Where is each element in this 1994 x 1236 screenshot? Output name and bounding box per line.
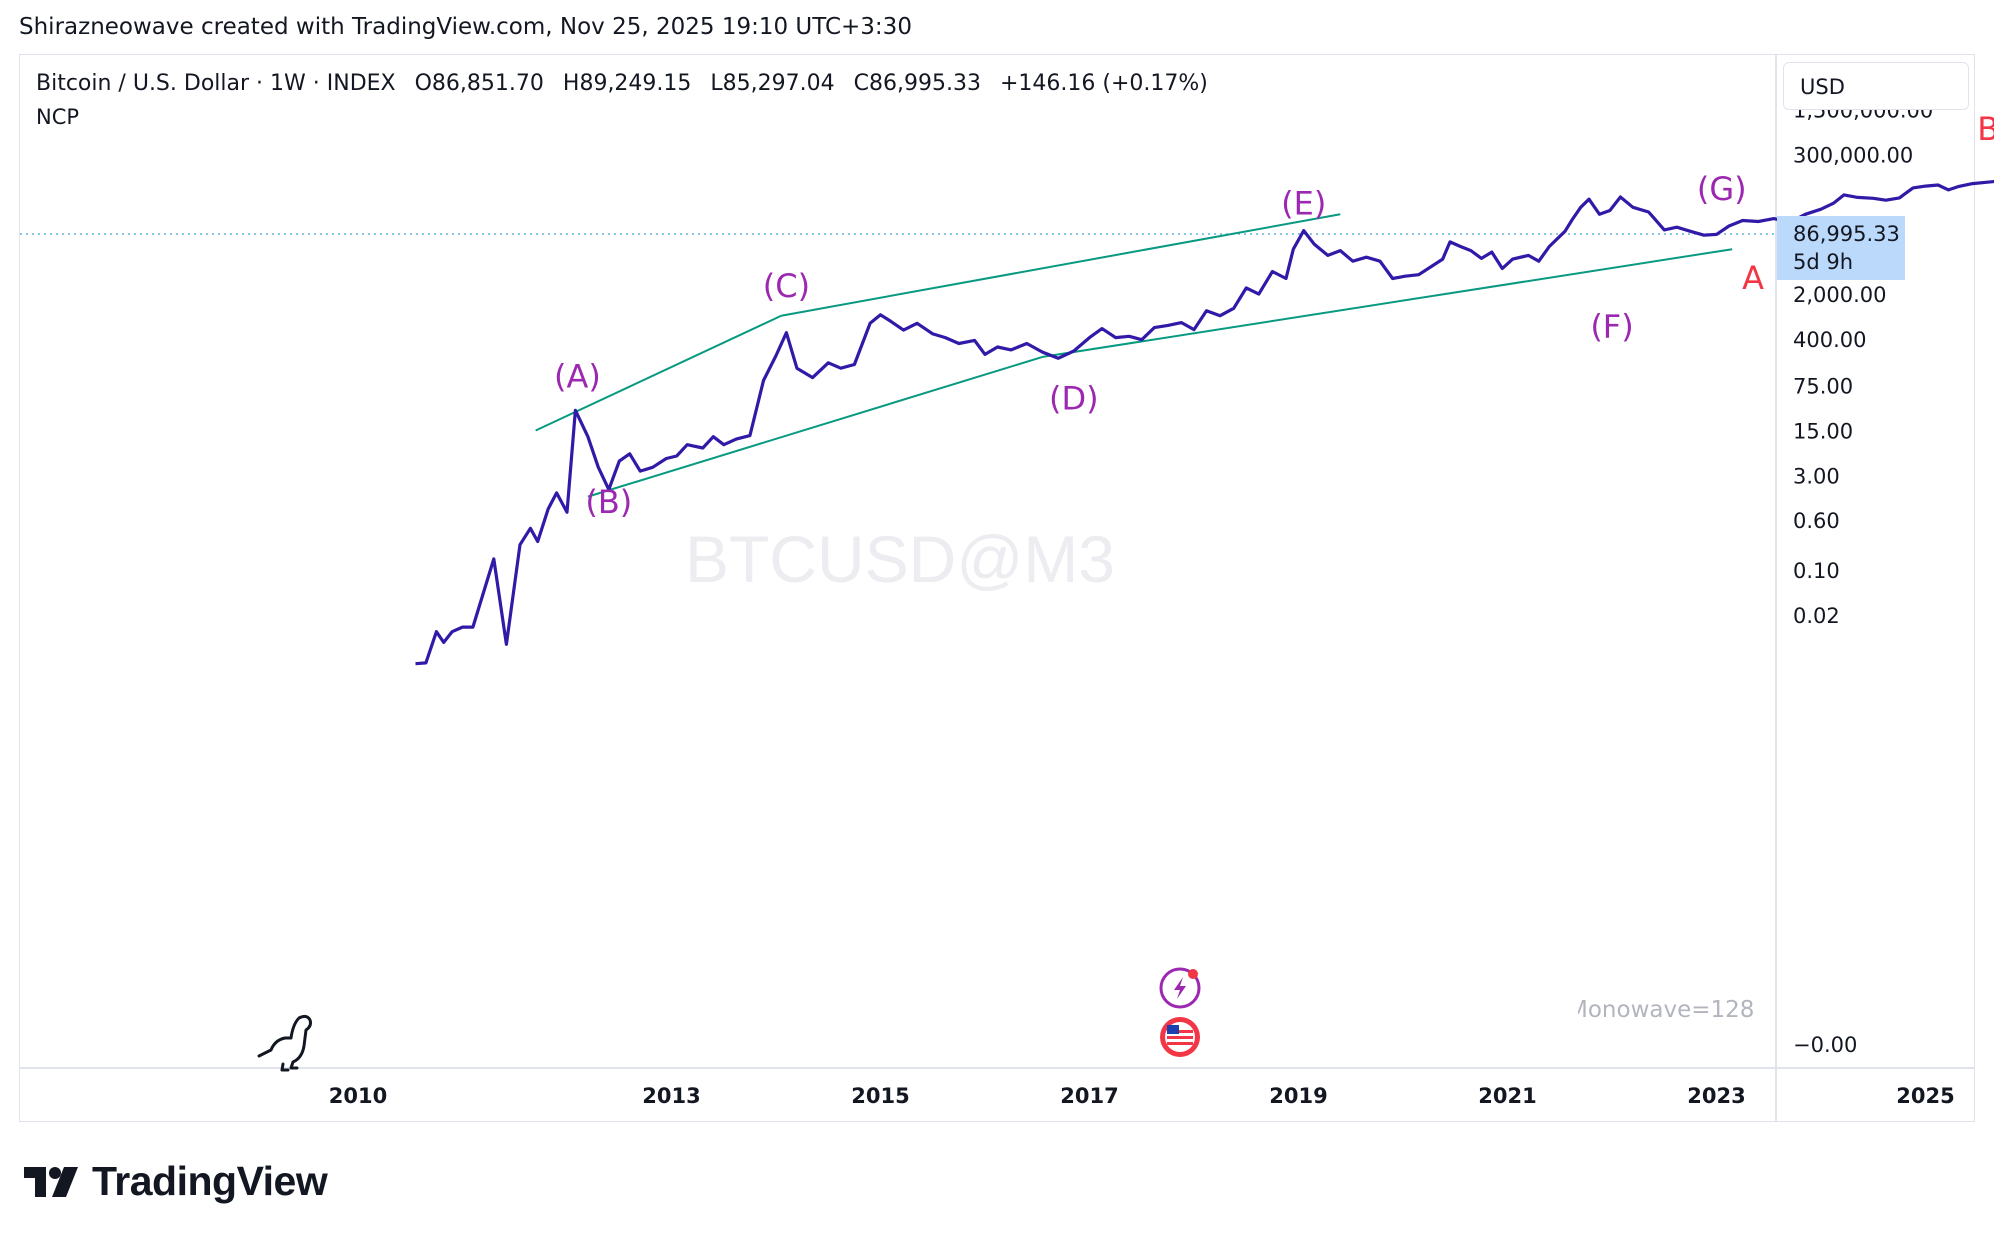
time-axis[interactable]: 2010201320152017201920212023202520272029… (329, 1084, 1994, 1108)
open-value: O86,851.70 (414, 71, 544, 96)
price-tick-label: 0.10 (1793, 559, 1840, 583)
chart-credit: Shirazneowave created with TradingView.c… (19, 14, 912, 40)
price-tick-label: 0.60 (1793, 509, 1840, 533)
symbol-legend: Bitcoin / U.S. Dollar · 1W · INDEX O86,8… (36, 71, 1220, 96)
price-tick-label: 2,000.00 (1793, 283, 1887, 307)
price-tick-label: 300,000.00 (1793, 143, 1913, 167)
price-series[interactable] (415, 179, 1994, 666)
channel-line[interactable] (781, 213, 1341, 317)
time-tick-label: 2019 (1269, 1084, 1327, 1108)
watermark: BTCUSD@M3 (685, 522, 1115, 596)
time-tick-label: 2021 (1478, 1084, 1536, 1108)
price-tick-label: 75.00 (1793, 375, 1853, 399)
time-tick-label: 2023 (1687, 1084, 1745, 1108)
last-price-badge: 86,995.33 5d 9h (1777, 216, 1905, 280)
tradingview-logo[interactable]: TradingView (24, 1158, 328, 1205)
wave-label: (F) (1590, 308, 1633, 346)
wave-label: (C) (763, 267, 810, 305)
indicator-label[interactable]: NCP (36, 105, 80, 129)
price-tick-label: −0.00 (1793, 1033, 1857, 1057)
lightning-event-icon[interactable] (1159, 967, 1201, 1009)
time-tick-label: 2013 (642, 1084, 700, 1108)
price-tick-label: 15.00 (1793, 419, 1853, 443)
price-tick-label: 400.00 (1793, 328, 1866, 352)
currency-selector[interactable]: USD (1783, 62, 1969, 110)
wave-label: B (1977, 110, 1994, 148)
us-flag-event-icon[interactable] (1160, 1017, 1200, 1057)
close-value: C86,995.33 (853, 71, 981, 96)
wave-label: (A) (554, 358, 601, 396)
monowave-text: Monowave=128 (1578, 997, 1754, 1023)
monowave-label: Monowave=128 (1578, 997, 1754, 1023)
channel-lines[interactable] (535, 213, 1733, 498)
price-tick-label: 3.00 (1793, 464, 1840, 488)
last-price-value: 86,995.33 (1793, 222, 1900, 246)
price-line[interactable] (415, 179, 1994, 666)
channel-line[interactable] (1042, 248, 1733, 358)
tradingview-logo-icon (24, 1166, 78, 1197)
high-value: H89,249.15 (562, 71, 692, 96)
time-tick-label: 2025 (1896, 1084, 1954, 1108)
wave-label: (E) (1281, 184, 1326, 222)
change-value: +146.16 (+0.17%) (999, 71, 1208, 96)
wave-labels: (A)(B)(C)(D)(E)(F)(G)ABC(X) (554, 110, 1994, 521)
wave-label: A (1742, 259, 1764, 297)
wave-label: (D) (1049, 379, 1099, 417)
wave-label: (B) (585, 483, 632, 521)
dinosaur-icon[interactable] (257, 1014, 312, 1072)
chart-frame (19, 54, 1975, 1122)
wave-label: (G) (1697, 170, 1747, 208)
bar-countdown: 5d 9h (1793, 250, 1854, 274)
low-value: L85,297.04 (710, 71, 835, 96)
channel-line[interactable] (587, 355, 1043, 498)
tradingview-wordmark: TradingView (92, 1158, 328, 1204)
symbol-title[interactable]: Bitcoin / U.S. Dollar · 1W · INDEX (36, 71, 396, 96)
time-tick-label: 2015 (851, 1084, 909, 1108)
time-tick-label: 2017 (1060, 1084, 1118, 1108)
time-tick-label: 2010 (329, 1084, 387, 1108)
price-tick-label: 0.02 (1793, 604, 1840, 628)
